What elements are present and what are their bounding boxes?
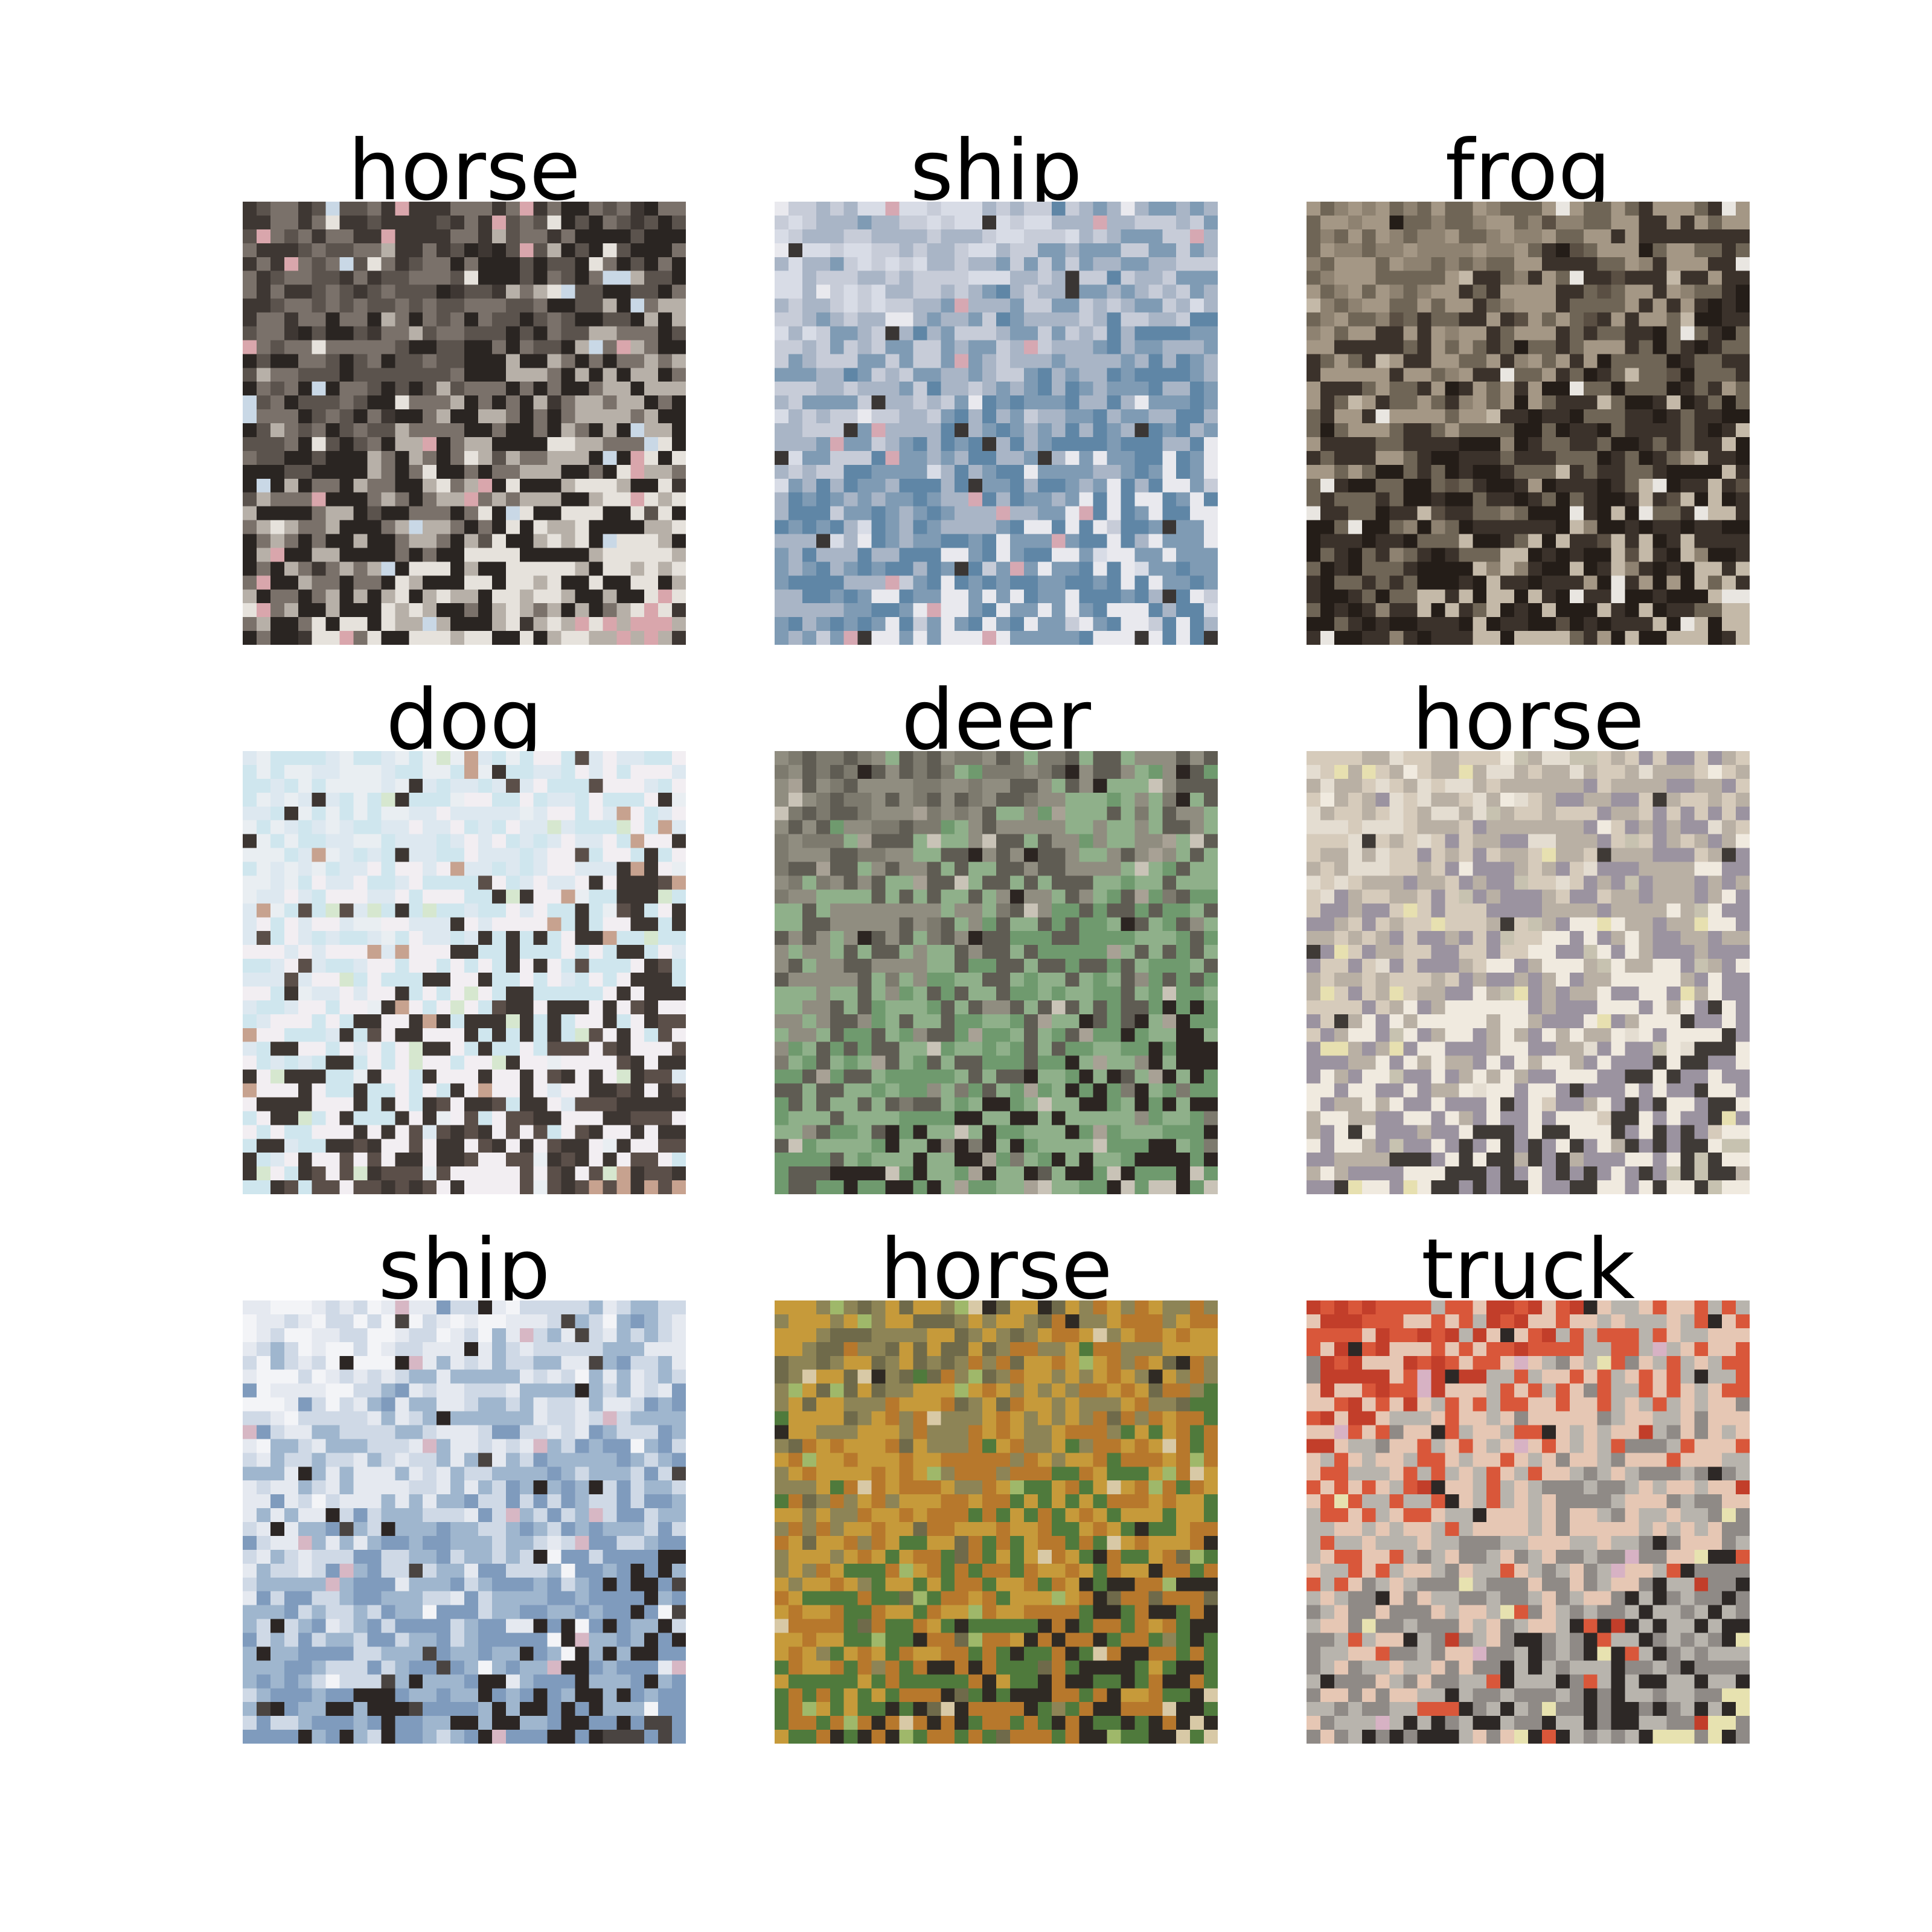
generated-image-ship — [243, 1300, 686, 1744]
generated-image-truck — [1307, 1300, 1750, 1744]
panel-title: horse — [1412, 671, 1645, 769]
panel-title: ship — [378, 1221, 551, 1318]
panel-title: ship — [910, 122, 1083, 219]
generated-image-dog — [243, 751, 686, 1194]
generated-image-deer — [775, 751, 1218, 1194]
panel-title: horse — [348, 122, 581, 219]
panel-title: frog — [1445, 122, 1611, 219]
generated-image-horse — [1307, 751, 1750, 1194]
panel-title: deer — [901, 671, 1092, 769]
generated-image-ship — [775, 202, 1218, 645]
panel-title: truck — [1421, 1221, 1636, 1318]
generated-image-horse — [775, 1300, 1218, 1744]
generated-image-horse — [243, 202, 686, 645]
panel-title: horse — [880, 1221, 1113, 1318]
panel-title: dog — [386, 671, 543, 769]
generated-image-frog — [1307, 202, 1750, 645]
